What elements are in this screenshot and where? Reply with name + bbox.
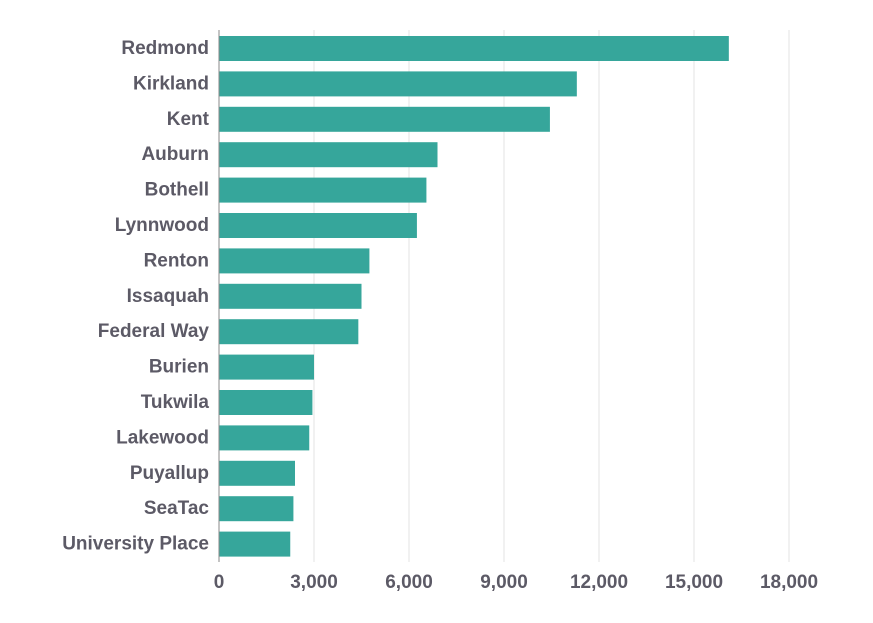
category-label: Redmond (121, 38, 209, 59)
x-axis-tick-labels: 0 3,000 6,000 9,000 12,000 15,000 18,000 (214, 572, 818, 593)
x-tick-label: 12,000 (570, 572, 628, 593)
bar (219, 390, 313, 415)
category-label: Kirkland (133, 73, 209, 94)
bar (219, 460, 295, 486)
category-label: Kent (167, 109, 210, 130)
x-tick-label: 9,000 (480, 572, 528, 593)
bars (219, 36, 729, 557)
category-label: University Place (62, 534, 209, 555)
x-tick-label: 15,000 (665, 572, 723, 593)
bar (219, 425, 310, 451)
x-tick-label: 0 (214, 572, 225, 593)
category-label: Puyallup (130, 463, 209, 484)
category-label: Lynnwood (115, 215, 209, 236)
category-label: Auburn (141, 144, 209, 165)
category-label: Tukwila (141, 392, 210, 413)
bar (219, 283, 362, 309)
bar (219, 71, 577, 97)
bar (219, 213, 417, 238)
bar (219, 354, 314, 380)
category-label: Renton (144, 250, 209, 271)
category-labels: Redmond Kirkland Kent Auburn Bothell Lynnwood… (62, 38, 209, 555)
bar (219, 248, 370, 274)
x-tick-label: 3,000 (290, 572, 338, 593)
bar (219, 319, 359, 345)
bar (219, 142, 438, 168)
category-label: Issaquah (127, 286, 209, 307)
category-label: Lakewood (116, 427, 209, 448)
bar (219, 531, 291, 557)
bar (219, 36, 729, 61)
bar (219, 496, 294, 522)
category-label: Burien (149, 357, 209, 378)
bar (219, 106, 550, 132)
category-label: SeaTac (144, 498, 210, 519)
x-tick-label: 6,000 (385, 572, 433, 593)
bar (219, 177, 427, 203)
category-label: Bothell (145, 180, 209, 201)
x-tick-label: 18,000 (760, 572, 818, 593)
category-label: Federal Way (98, 321, 210, 342)
